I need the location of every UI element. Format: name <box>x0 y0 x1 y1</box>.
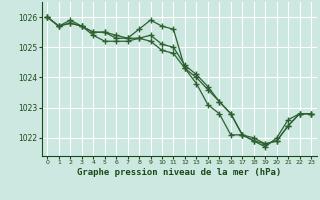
X-axis label: Graphe pression niveau de la mer (hPa): Graphe pression niveau de la mer (hPa) <box>77 168 281 177</box>
